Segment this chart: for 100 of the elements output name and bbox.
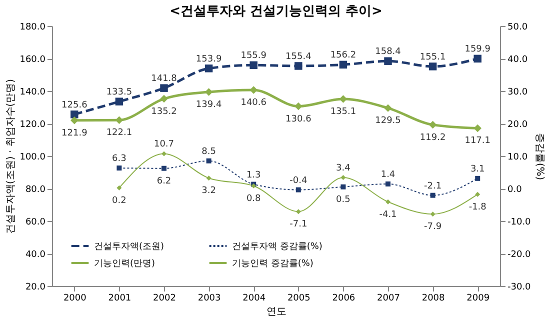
y2-tick-label: 10.0	[508, 152, 528, 162]
data-label: 1.3	[246, 170, 261, 180]
data-label: 159.9	[464, 44, 491, 55]
data-label: -7.1	[290, 220, 308, 230]
y-tick-label: 80.0	[25, 185, 46, 195]
x-tick-label: 2003	[198, 294, 221, 304]
data-label: 0.5	[336, 194, 350, 205]
data-label: 130.6	[286, 114, 312, 124]
point	[250, 61, 258, 70]
point	[70, 116, 78, 124]
legend-label: 건설투자액(조원)	[94, 242, 164, 252]
data-label: 3.2	[202, 186, 216, 196]
data-label: 135.2	[151, 106, 177, 117]
x-tick-label: 2000	[63, 294, 87, 304]
point	[386, 181, 390, 186]
point	[115, 116, 124, 124]
data-label: 1.4	[380, 170, 396, 180]
y2-tick-label: -20.0	[508, 250, 532, 260]
point	[162, 151, 166, 156]
x-tick-label: 2004	[242, 294, 266, 304]
data-label: 3.4	[336, 163, 351, 174]
point	[428, 62, 437, 70]
chart-title: <건설투자와 건설기능인력의 추이>	[170, 4, 382, 19]
data-label: 6.2	[156, 176, 172, 186]
point	[475, 192, 480, 197]
point	[384, 57, 392, 65]
point	[162, 166, 166, 171]
point	[430, 212, 436, 217]
legend-label: 건설투자액 증감률(%)	[232, 242, 322, 252]
point	[250, 86, 258, 94]
y-tick-label: 180.0	[20, 22, 46, 32]
x-tick-label: 2008	[422, 294, 446, 304]
legend-label: 기능인력(만명)	[94, 259, 156, 269]
point	[160, 94, 168, 103]
point	[206, 158, 212, 164]
point	[339, 60, 348, 69]
data-label: -4.1	[379, 210, 397, 220]
point	[430, 192, 436, 198]
point	[160, 84, 168, 92]
data-label: 0.2	[112, 196, 126, 206]
point	[115, 98, 124, 106]
data-label: 135.1	[330, 106, 356, 117]
legend-label: 기능인력 증감률(%)	[232, 259, 314, 269]
data-label: 129.5	[375, 116, 401, 126]
y-tick-label: 140.0	[20, 88, 46, 98]
x-tick-label: 2001	[108, 294, 132, 304]
point	[340, 174, 346, 180]
x-axis-title: 연도	[266, 306, 286, 318]
y2-tick-label: -30.0	[508, 282, 532, 292]
y-tick-label: 100.0	[20, 152, 46, 162]
data-label: 139.4	[196, 100, 222, 110]
point	[340, 184, 346, 190]
point	[386, 199, 390, 204]
point	[474, 124, 482, 132]
point	[116, 185, 122, 190]
data-label: 141.8	[151, 74, 178, 84]
x-tick-label: 2002	[153, 294, 176, 304]
data-label: 0.8	[246, 194, 262, 204]
data-label: 133.5	[106, 88, 132, 98]
data-label: 6.3	[112, 154, 126, 164]
y-axis-title: 건설투자액(조원) · 취업자수(만명)	[6, 78, 17, 234]
data-label: -1.8	[468, 202, 487, 212]
data-label: 155.9	[240, 51, 267, 62]
point	[474, 54, 482, 63]
x-tick-label: 2007	[377, 294, 400, 304]
y-tick-label: 20.0	[25, 282, 46, 292]
data-label: 8.5	[202, 146, 216, 157]
point	[296, 209, 301, 214]
y-tick-label: 40.0	[25, 250, 46, 260]
data-label: -2.1	[424, 181, 442, 192]
x-tick-label: 2009	[466, 294, 490, 304]
y-tick-label: 60.0	[25, 218, 46, 228]
y2-tick-label: 20.0	[508, 120, 528, 130]
point	[70, 110, 78, 118]
point	[116, 166, 122, 171]
point	[384, 104, 392, 112]
data-label: 140.6	[240, 98, 267, 108]
point	[206, 176, 212, 181]
y2-tick-label: 30.0	[508, 88, 528, 98]
y-tick-label: 120.0	[20, 120, 46, 130]
data-label: 155.1	[420, 52, 446, 62]
data-label: 117.1	[464, 136, 490, 146]
y2-tick-label: 40.0	[508, 55, 528, 65]
x-tick-label: 2006	[332, 294, 356, 304]
x-tick-label: 2005	[287, 294, 310, 304]
data-label: -7.9	[424, 222, 442, 232]
data-label: 153.9	[196, 54, 222, 64]
y-tick-label: 160.0	[20, 55, 46, 65]
y2-axis-title: 증감률(%)	[534, 132, 545, 180]
data-label: 125.6	[62, 100, 88, 110]
data-label: 10.7	[154, 140, 174, 150]
y2-tick-label: 0.0	[508, 185, 522, 195]
point	[294, 62, 302, 70]
point	[204, 64, 213, 72]
y2-tick-label: 50.0	[508, 22, 528, 32]
data-label: 158.4	[375, 47, 402, 58]
data-label: 3.1	[470, 164, 485, 174]
data-label: 119.2	[420, 132, 446, 143]
point	[294, 102, 302, 110]
data-label: 121.9	[62, 128, 88, 138]
